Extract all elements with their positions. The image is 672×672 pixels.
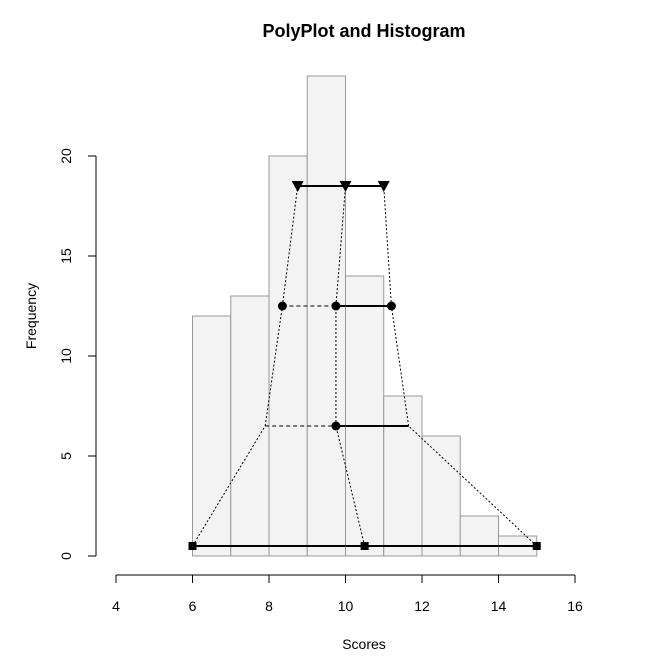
polyplot-triangle-marker: [377, 181, 390, 192]
x-axis-label: Scores: [342, 636, 386, 652]
polyplot-square-marker: [188, 542, 197, 550]
x-tick-label: 14: [491, 598, 507, 614]
chart-title: PolyPlot and Histogram: [262, 21, 465, 41]
x-tick-label: 4: [112, 598, 120, 614]
y-axis: 0 5 10 15 20: [58, 148, 97, 560]
y-tick-label: 0: [58, 552, 74, 560]
y-tick-label: 20: [58, 148, 74, 164]
y-tick-label: 5: [58, 452, 74, 460]
polyplot-square-marker: [360, 542, 369, 550]
x-tick-label: 6: [189, 598, 197, 614]
polyplot-connector-line: [264, 305, 283, 427]
histogram-bar: [345, 275, 385, 557]
polyplot-dot-marker: [331, 421, 341, 431]
polyplot-dot-marker: [277, 301, 287, 311]
polyplot-connector-line: [335, 425, 366, 547]
polyplot-connector-line: [281, 185, 299, 307]
polyplot-connector-line: [383, 185, 392, 307]
polyplot-dot-marker: [386, 301, 396, 311]
histogram-bar: [306, 75, 346, 557]
histogram-bar: [268, 155, 308, 557]
histogram-bar: [383, 395, 423, 557]
histogram-bar: [230, 295, 270, 557]
histogram-bar: [459, 515, 499, 557]
polyplot-connector-line: [192, 425, 266, 547]
polyplot-dot-marker: [331, 301, 341, 311]
y-axis-label: Frequency: [23, 283, 39, 349]
polyplot-connector-line: [390, 305, 410, 427]
polyplot-connector-line: [408, 425, 538, 547]
x-axis: 4 6 8 10 12 14 16: [112, 574, 583, 614]
histogram-bars: [192, 75, 538, 557]
x-tick-label: 12: [414, 598, 430, 614]
x-tick-label: 10: [338, 598, 354, 614]
polyplot-square-marker: [532, 542, 541, 550]
histogram-bar: [192, 315, 232, 557]
x-tick-label: 16: [567, 598, 583, 614]
histogram-bar: [421, 435, 461, 557]
polyplot-connector-line: [335, 185, 346, 307]
y-tick-label: 10: [58, 348, 74, 364]
polyplot-layer: [188, 181, 541, 550]
polyplot-triangle-marker: [291, 181, 304, 192]
y-tick-label: 15: [58, 248, 74, 264]
x-tick-label: 8: [265, 598, 273, 614]
polyplot-triangle-marker: [339, 181, 352, 192]
